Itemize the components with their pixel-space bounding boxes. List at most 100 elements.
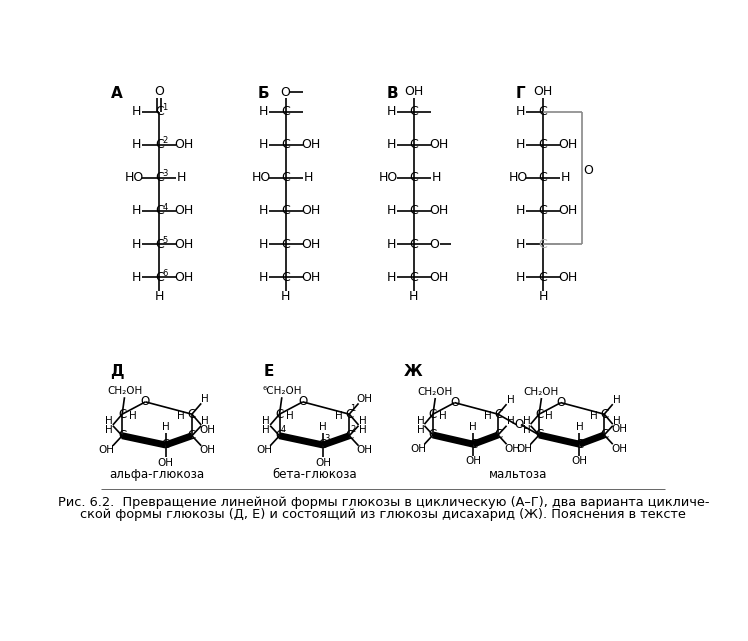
- Text: C: C: [281, 171, 290, 185]
- Text: H: H: [409, 290, 418, 303]
- Text: O: O: [298, 395, 307, 408]
- Text: C: C: [539, 171, 548, 185]
- Text: OH: OH: [256, 445, 272, 455]
- Text: C: C: [281, 105, 290, 118]
- Text: H: H: [545, 412, 553, 422]
- Text: O: O: [141, 395, 150, 408]
- Text: 1: 1: [351, 404, 356, 413]
- Text: HO: HO: [379, 171, 399, 185]
- Text: H: H: [105, 416, 113, 426]
- Text: H: H: [334, 412, 343, 422]
- Text: C: C: [155, 171, 164, 185]
- Text: C: C: [535, 408, 543, 420]
- Text: C: C: [162, 438, 170, 451]
- Text: H: H: [304, 171, 313, 185]
- Text: мальтоза: мальтоза: [489, 468, 548, 481]
- Text: H: H: [516, 105, 525, 118]
- Text: C: C: [409, 271, 418, 283]
- Text: OH: OH: [357, 445, 373, 455]
- Text: C: C: [118, 429, 126, 442]
- Text: H: H: [417, 424, 424, 435]
- Text: C: C: [429, 428, 437, 442]
- Text: OH: OH: [301, 271, 320, 283]
- Text: H: H: [516, 138, 525, 151]
- Text: 4: 4: [280, 425, 286, 434]
- Text: H: H: [259, 204, 268, 217]
- Text: C: C: [281, 271, 290, 283]
- Text: 3: 3: [324, 435, 329, 444]
- Text: H: H: [575, 422, 583, 432]
- Text: H: H: [201, 416, 209, 426]
- Text: OH: OH: [611, 424, 627, 434]
- Text: OH: OH: [200, 424, 215, 435]
- Text: C: C: [539, 238, 548, 251]
- Text: C: C: [575, 438, 583, 451]
- Text: H: H: [319, 422, 327, 432]
- Text: C: C: [155, 105, 164, 118]
- Text: В: В: [387, 87, 398, 101]
- Text: H: H: [263, 426, 270, 435]
- Text: C: C: [409, 204, 418, 217]
- Text: OH: OH: [505, 444, 521, 454]
- Text: OH: OH: [301, 138, 320, 151]
- Text: C: C: [155, 238, 164, 251]
- Text: H: H: [177, 412, 185, 422]
- Text: C: C: [600, 428, 608, 442]
- Text: O: O: [583, 163, 593, 176]
- Text: C: C: [539, 138, 548, 151]
- Text: H: H: [516, 271, 525, 283]
- Text: HO: HO: [509, 171, 528, 185]
- Text: 2: 2: [162, 137, 168, 146]
- Text: C: C: [155, 271, 164, 283]
- Text: C: C: [345, 408, 353, 420]
- Text: OH: OH: [99, 445, 114, 455]
- Text: бета-глюкоза: бета-глюкоза: [272, 468, 357, 481]
- Text: C: C: [155, 204, 164, 217]
- Text: OH: OH: [429, 138, 448, 151]
- Text: 1: 1: [162, 103, 168, 112]
- Text: Г: Г: [516, 87, 526, 101]
- Text: 6: 6: [162, 269, 168, 278]
- Text: H: H: [132, 238, 141, 251]
- Text: H: H: [105, 426, 113, 435]
- Text: OH: OH: [611, 444, 627, 454]
- Text: OH: OH: [315, 458, 331, 468]
- Text: C: C: [600, 408, 608, 420]
- Text: C: C: [118, 408, 126, 420]
- Text: 4: 4: [162, 203, 168, 212]
- Text: O: O: [450, 396, 459, 409]
- Text: H: H: [387, 204, 396, 217]
- Text: OH: OH: [200, 445, 215, 455]
- Text: CH₂OH: CH₂OH: [524, 387, 559, 397]
- Text: А: А: [111, 87, 123, 101]
- Text: OH: OH: [465, 456, 481, 466]
- Text: H: H: [387, 238, 396, 251]
- Text: C: C: [539, 105, 548, 118]
- Text: C: C: [494, 408, 502, 420]
- Text: H: H: [506, 416, 515, 426]
- Text: C: C: [275, 429, 283, 442]
- Text: H: H: [387, 138, 396, 151]
- Text: H: H: [613, 395, 621, 404]
- Text: C: C: [409, 238, 418, 251]
- Text: H: H: [561, 171, 570, 185]
- Text: H: H: [259, 105, 268, 118]
- Text: C: C: [281, 204, 290, 217]
- Text: H: H: [259, 138, 268, 151]
- Text: O: O: [154, 85, 165, 98]
- Text: H: H: [387, 105, 396, 118]
- Text: C: C: [409, 105, 418, 118]
- Text: OH: OH: [174, 238, 194, 251]
- Text: H: H: [506, 395, 515, 404]
- Text: H: H: [516, 204, 525, 217]
- Text: C: C: [429, 408, 437, 420]
- Text: 3: 3: [162, 169, 168, 178]
- Text: H: H: [263, 416, 270, 426]
- Text: H: H: [484, 412, 492, 422]
- Text: H: H: [590, 412, 598, 422]
- Text: H: H: [162, 422, 170, 432]
- Text: H: H: [470, 422, 477, 432]
- Text: H: H: [177, 171, 186, 185]
- Text: C: C: [409, 138, 418, 151]
- Text: H: H: [387, 271, 396, 283]
